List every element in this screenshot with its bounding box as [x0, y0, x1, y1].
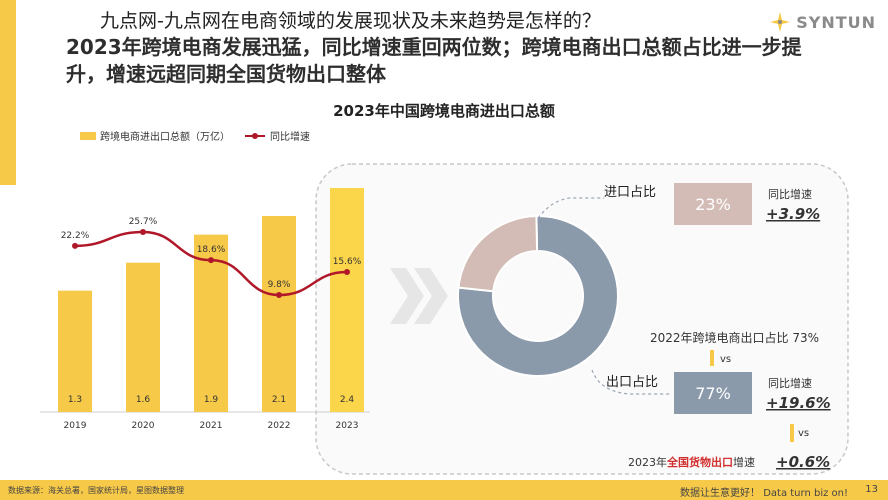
- footer-bar: 数据来源：海关总署，国家统计局，星图数据整理 数据让生意更好！ Data tur…: [0, 480, 888, 500]
- page-number: 13: [865, 484, 878, 495]
- export-label: 出口占比: [606, 375, 658, 390]
- x-tick-2021: 2021: [200, 421, 223, 431]
- left-accent-bar: [0, 0, 16, 185]
- growth-label-2021: 18.6%: [197, 245, 226, 255]
- legend-swatch-bars: [80, 131, 96, 140]
- x-tick-2019: 2019: [64, 421, 87, 431]
- footer-source: 数据来源：海关总署，国家统计局，星图数据整理: [8, 486, 184, 495]
- legend-label-line: 同比增速: [270, 132, 310, 143]
- export-share-value: 77%: [695, 384, 731, 403]
- comparison-2022: 2022年跨境电商出口占比 73%: [650, 330, 819, 345]
- national-export-growth: 2023年全国货物出口增速: [628, 455, 755, 469]
- chart-title: 2023年中国跨境电商进出口总额: [333, 102, 555, 120]
- growth-point-2020: [140, 229, 146, 235]
- footer-slogan: 数据让生意更好！ Data turn biz on!: [680, 488, 848, 499]
- bar-2023: [330, 188, 364, 412]
- page-title: 九点网-九点网在电商领域的发展现状及未来趋势是怎样的？: [100, 10, 601, 32]
- export-growth-value: +19.6%: [766, 394, 831, 412]
- x-tick-2022: 2022: [268, 421, 291, 431]
- vs-label-top: vs: [720, 354, 731, 365]
- bar-value-label-2023: 2.4: [340, 395, 355, 405]
- growth-label-2019: 22.2%: [61, 231, 90, 241]
- legend-item-bars: 跨境电商进出口总额（万亿）: [80, 128, 230, 143]
- bar-2022: [262, 216, 296, 412]
- national-growth-value: +0.6%: [776, 453, 830, 471]
- export-connector: [591, 369, 672, 395]
- growth-label-2020: 25.7%: [129, 217, 158, 227]
- import-share-box: [674, 183, 752, 225]
- import-share-value: 23%: [695, 195, 731, 214]
- growth-point-2021: [208, 257, 214, 264]
- bar-2019: [58, 290, 92, 412]
- chart-legend: 跨境电商进出口总额（万亿） 同比增速: [80, 128, 310, 143]
- bar-value-label-2022: 2.1: [272, 395, 286, 405]
- x-tick-2023: 2023: [336, 421, 359, 431]
- export-share-box: [674, 372, 752, 414]
- legend-item-line: 同比增速: [244, 128, 310, 143]
- growth-point-2023: [344, 269, 350, 276]
- growth-label-2023: 15.6%: [333, 257, 362, 267]
- legend-label-bars: 跨境电商进出口总额（万亿）: [100, 132, 230, 143]
- brand-name: SYNTUN: [796, 12, 876, 32]
- vs-arrow-icon-bottom: [790, 424, 794, 442]
- donut-slice-export: [457, 215, 619, 377]
- export-growth-label: 同比增速: [768, 376, 812, 390]
- vs-arrow-icon-top: [710, 350, 714, 366]
- headline: 2023年跨境电商发展迅猛，同比增速重回两位数；跨境电商出口总额占比进一步提升，…: [66, 35, 802, 86]
- bar-value-label-2019: 1.3: [68, 395, 82, 405]
- national-suffix: 增速: [733, 455, 755, 469]
- vs-label-bottom: vs: [798, 428, 809, 439]
- syntun-star-icon: [770, 12, 791, 32]
- import-label: 进口占比: [604, 185, 656, 200]
- growth-label-2022: 9.8%: [268, 280, 291, 290]
- donut-slice-import: [457, 214, 539, 293]
- growth-point-2019: [72, 242, 78, 249]
- import-connector: [537, 197, 604, 219]
- chevron-arrows-icon: [390, 268, 448, 324]
- bar-2021: [194, 234, 228, 412]
- import-growth-label: 同比增速: [768, 187, 812, 201]
- bar-value-label-2021: 1.9: [204, 395, 219, 405]
- brand: SYNTUN: [768, 10, 876, 34]
- growth-point-2022: [276, 292, 282, 298]
- x-tick-2020: 2020: [132, 421, 155, 431]
- legend-swatch-line: [245, 132, 265, 139]
- national-prefix: 2023年: [628, 455, 667, 469]
- national-highlight: 全国货物出口: [666, 455, 733, 469]
- bar-value-label-2020: 1.6: [136, 395, 151, 405]
- bar-2020: [126, 262, 160, 412]
- import-growth-value: +3.9%: [766, 205, 820, 223]
